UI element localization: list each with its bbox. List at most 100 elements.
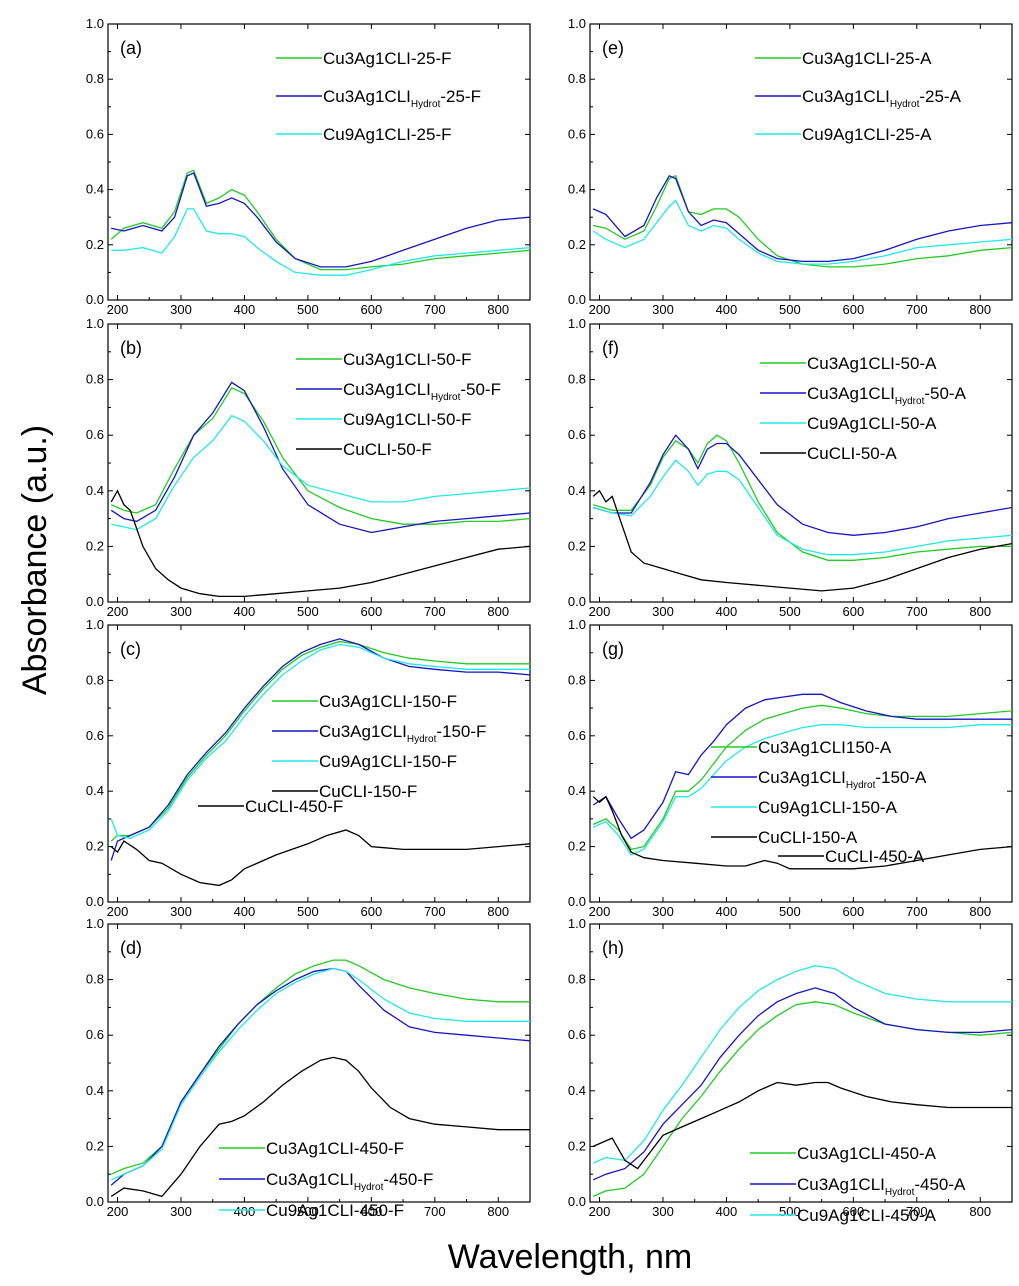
panels-group: 200 300 400 500 600 700 800 0.0 0.2 0.4 0.6 0.8 1.0 (…: [86, 16, 1013, 1225]
series-line: [110, 1056, 530, 1198]
chart-panel: 200 300 400 500 600 700 800 0.0 0.2 0.4 0.6 0.8 1.0 (…: [568, 617, 1013, 919]
y-tick-label: 0.4: [568, 1083, 586, 1098]
x-tick-label: 800: [969, 302, 991, 317]
series-line: [592, 965, 1012, 1164]
y-axis-title: Absorbance (a.u.): [16, 425, 54, 695]
y-tick-label: 1.0: [568, 916, 586, 931]
legend-entry: Cu3Ag1CLIHydrot-150-F: [319, 722, 486, 745]
y-tick-label: 0.0: [568, 292, 586, 307]
plot-frame: [589, 323, 1013, 603]
x-tick-label: 700: [424, 604, 446, 619]
chart-panel: 200 300 400 500 600 700 800 0.0 0.2 0.4 0.6 0.8 1.0 (…: [86, 16, 531, 317]
x-tick-label: 300: [170, 904, 192, 919]
x-tick-label: 400: [234, 604, 256, 619]
x-tick-label: 300: [652, 604, 674, 619]
x-tick-label: 600: [843, 604, 865, 619]
series-line: [592, 199, 1012, 265]
plot-frame: [107, 23, 531, 301]
y-tick-label: 1.0: [568, 316, 586, 331]
y-tick-label: 0.0: [86, 594, 104, 609]
series-line: [110, 967, 530, 1181]
x-tick-label: 400: [234, 1204, 256, 1219]
legend-entry: CuCLI-150-A: [758, 828, 858, 847]
x-tick-label: 600: [361, 904, 383, 919]
x-tick-label: 200: [107, 1204, 129, 1219]
legend-entry: Cu3Ag1CLI-450-A: [797, 1144, 937, 1163]
legend-entry: Cu3Ag1CLIHydrot-25-F: [323, 87, 481, 110]
x-tick-label: 500: [297, 1204, 319, 1219]
plot-frame: [589, 624, 1013, 903]
legend-entry: Cu3Ag1CLIHydrot-150-A: [758, 768, 927, 791]
series-line: [592, 704, 1012, 851]
series-line: [111, 414, 530, 531]
series-line: [110, 638, 530, 861]
panel-label: (e): [602, 38, 624, 58]
y-tick-label: 0.2: [86, 538, 104, 553]
x-tick-label: 300: [652, 904, 674, 919]
series-line: [110, 829, 530, 887]
series-line: [110, 387, 530, 525]
x-tick-label: 400: [234, 904, 256, 919]
x-tick-label: 600: [361, 302, 383, 317]
y-tick-label: 0.4: [568, 783, 586, 798]
x-tick-label: 800: [487, 904, 509, 919]
x-tick-label: 200: [589, 1204, 611, 1219]
x-tick-label: 600: [843, 1204, 865, 1219]
y-tick-label: 0.6: [86, 728, 104, 743]
legend-entry: Cu3Ag1CLIHydrot-450-A: [797, 1175, 966, 1198]
x-tick-label: 700: [906, 302, 928, 317]
x-tick-label: 200: [589, 302, 611, 317]
y-tick-label: 1.0: [86, 16, 104, 31]
legend-entry: Cu3Ag1CLI-150-F: [319, 692, 457, 711]
x-tick-label: 800: [487, 1204, 509, 1219]
legend-entry: Cu9Ag1CLI-450-A: [797, 1206, 937, 1225]
series-line: [593, 174, 1012, 268]
x-axis-title: Wavelength, nm: [448, 1238, 692, 1276]
x-tick-label: 600: [843, 302, 865, 317]
x-tick-label: 300: [170, 1204, 192, 1219]
y-tick-label: 0.4: [86, 182, 104, 197]
legend-entry: Cu3Ag1CLI-25-A: [802, 49, 932, 68]
y-tick-label: 0.2: [86, 1138, 104, 1153]
x-tick-label: 700: [906, 604, 928, 619]
legend-entry: CuCLI-450-A: [825, 847, 925, 866]
y-tick-label: 0.4: [568, 182, 586, 197]
x-tick-label: 700: [906, 1204, 928, 1219]
y-tick-label: 0.8: [568, 372, 586, 387]
series-line: [592, 1001, 1012, 1197]
x-tick-label: 700: [906, 904, 928, 919]
y-tick-label: 0.6: [86, 126, 104, 141]
x-tick-label: 700: [424, 302, 446, 317]
chart-panel: 200 300 400 500 600 700 800 0.0 0.2 0.4 0.6 0.8 1.0 (…: [86, 797, 531, 1220]
y-tick-label: 0.8: [86, 372, 104, 387]
x-tick-label: 800: [487, 604, 509, 619]
x-tick-label: 500: [779, 604, 801, 619]
y-tick-label: 0.4: [86, 1083, 104, 1098]
chart-panel: 200 300 400 500 600 700 800 0.0 0.2 0.4 0.6 0.8 1.0 (…: [86, 316, 531, 619]
series-line: [593, 459, 1012, 556]
x-tick-label: 600: [843, 904, 865, 919]
x-tick-label: 800: [969, 604, 991, 619]
chart-panel: 200 300 400 500 600 700 800 0.0 0.2 0.4 0.6 0.8 1.0 (…: [86, 617, 531, 919]
series-line: [110, 967, 530, 1186]
x-tick-label: 600: [361, 1204, 383, 1219]
y-tick-label: 0.2: [86, 839, 104, 854]
x-tick-label: 500: [297, 604, 319, 619]
legend-entry: Cu9Ag1CLI-450-F: [266, 1201, 404, 1220]
x-tick-label: 600: [361, 604, 383, 619]
legend-entry: CuCLI-150-F: [319, 782, 417, 801]
panel-label: (b): [120, 338, 142, 358]
series-line: [110, 381, 530, 534]
legend-entry: Cu3Ag1CLIHydrot-50-A: [807, 384, 967, 407]
legend-entry: CuCLI-50-A: [807, 444, 897, 463]
y-tick-label: 0.4: [568, 483, 586, 498]
legend-entry: Cu9Ag1CLI-25-F: [323, 125, 452, 144]
series-line: [592, 987, 1012, 1181]
x-tick-label: 300: [170, 302, 192, 317]
series-line: [592, 174, 1012, 263]
panel-label: (f): [602, 338, 619, 358]
series-line: [111, 208, 530, 276]
y-tick-label: 0.2: [86, 237, 104, 252]
legend-entry: Cu3Ag1CLI-450-F: [266, 1139, 404, 1158]
